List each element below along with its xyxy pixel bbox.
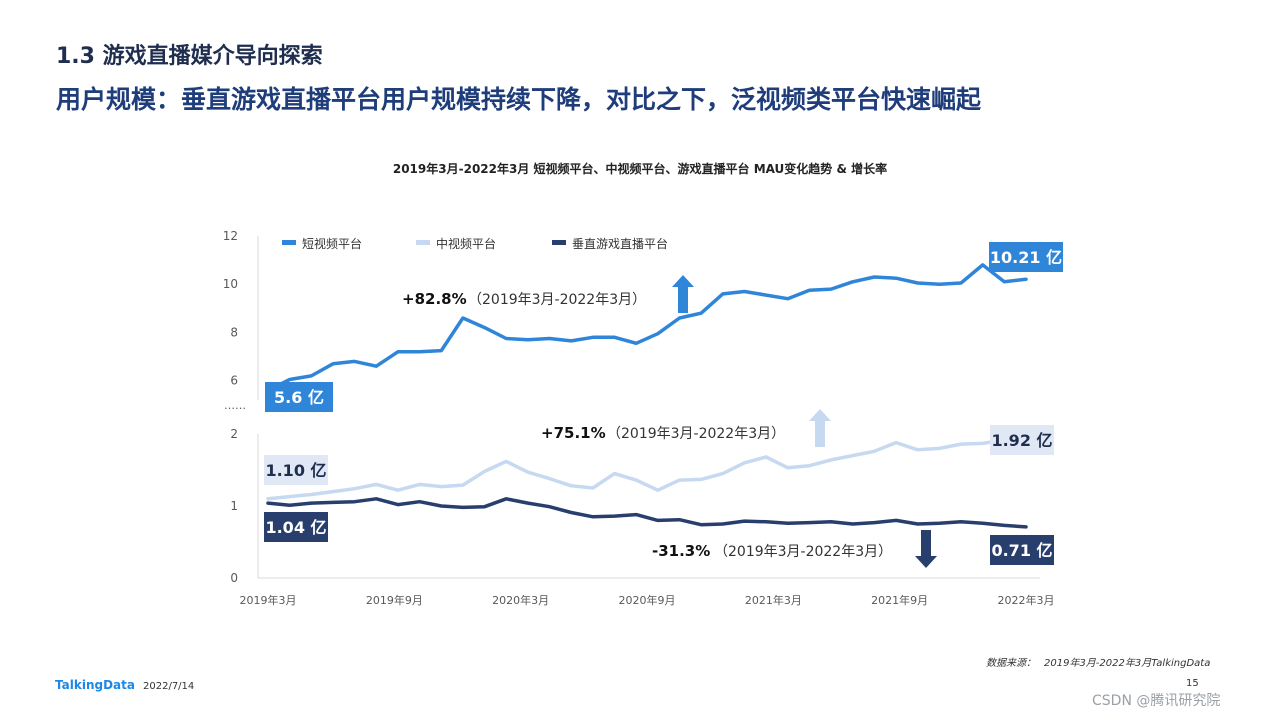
x-tick-label: 2020年3月 <box>492 593 549 607</box>
chart-title: 2019年3月-2022年3月 短视频平台、中视频平台、游戏直播平台 MAU变化… <box>392 162 888 176</box>
section-title: 1.3 游戏直播媒介导向探索 <box>56 44 323 69</box>
y-tick-label: 0 <box>230 571 238 585</box>
value-label-box <box>990 425 1054 455</box>
value-label-box <box>265 382 333 412</box>
growth-rate: +75.1% <box>541 424 606 442</box>
x-tick-label: 2019年9月 <box>366 593 423 607</box>
series-line <box>266 497 1028 529</box>
series-line <box>266 438 1028 501</box>
x-tick-label: 2022年3月 <box>998 593 1055 607</box>
value-label: 1.92 亿 <box>991 431 1052 450</box>
source-text: 2019年3月-2022年3月TalkingData <box>1044 658 1211 669</box>
page-number: 15 <box>1186 678 1199 689</box>
growth-rate: -31.3% <box>652 542 710 560</box>
talkingdata-logo: TalkingData <box>55 678 135 692</box>
value-label-box <box>989 242 1063 272</box>
y-tick-label: 12 <box>223 229 238 243</box>
legend-label: 中视频平台 <box>436 236 496 251</box>
x-tick-label: 2020年9月 <box>619 593 676 607</box>
growth-up-arrow-icon <box>809 409 831 447</box>
legend-swatch <box>282 240 296 245</box>
growth-period: （2019年3月-2022年3月） <box>468 292 646 308</box>
value-label-box <box>264 512 328 542</box>
x-tick-label: 2019年3月 <box>240 593 297 607</box>
value-label-box <box>264 455 328 485</box>
y-tick-label: 6 <box>230 374 238 388</box>
x-tick-label: 2021年3月 <box>745 593 802 607</box>
value-label: 0.71 亿 <box>991 541 1052 560</box>
page-headline: 用户规模：垂直游戏直播平台用户规模持续下降，对比之下，泛视频类平台快速崛起 <box>56 85 982 114</box>
source-label: 数据来源： <box>986 658 1036 669</box>
growth-up-arrow-icon <box>672 275 694 313</box>
value-label: 10.21 亿 <box>990 248 1062 267</box>
y-tick-label: 10 <box>223 277 238 291</box>
growth-period: （2019年3月-2022年3月） <box>714 544 892 560</box>
growth-rate: +82.8% <box>402 290 467 308</box>
legend-swatch <box>552 240 566 245</box>
value-label: 1.10 亿 <box>265 461 326 480</box>
legend-label: 短视频平台 <box>302 236 362 251</box>
value-label: 1.04 亿 <box>265 518 326 537</box>
legend-label: 垂直游戏直播平台 <box>572 236 668 251</box>
y-tick-label: 8 <box>230 325 238 339</box>
report-date: 2022/7/14 <box>143 681 195 692</box>
value-label: 5.6 亿 <box>274 388 324 407</box>
csdn-watermark: CSDN @腾讯研究院 <box>1092 693 1221 709</box>
data-source-note: 数据来源： 2019年3月-2022年3月TalkingData <box>986 654 1218 669</box>
axis-break-mark: …… <box>224 399 246 412</box>
growth-period: （2019年3月-2022年3月） <box>607 426 785 442</box>
growth-down-arrow-icon <box>915 530 937 568</box>
x-tick-label: 2021年9月 <box>871 593 928 607</box>
y-tick-label: 1 <box>230 499 238 513</box>
value-label-box <box>990 535 1054 565</box>
legend-swatch <box>416 240 430 245</box>
series-line <box>266 263 1028 393</box>
y-tick-label: 2 <box>230 427 238 441</box>
